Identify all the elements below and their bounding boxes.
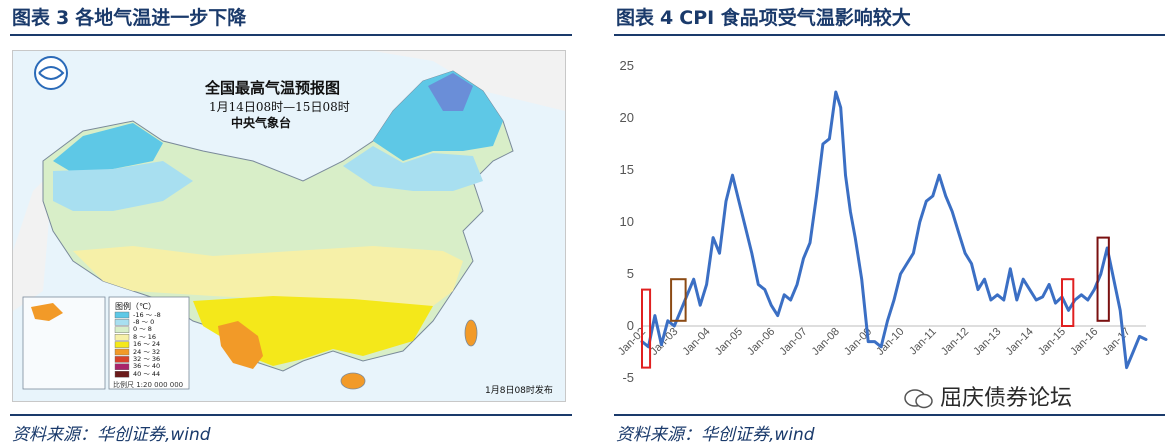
map-hainan-island [340, 372, 366, 390]
map-taiwan-island [464, 319, 478, 347]
map-neighbor-land-west [13, 171, 53, 311]
map-title: 全国最高气温预报图 [205, 79, 341, 97]
map-zone-cool-north [343, 146, 483, 191]
right-figure-label: 图表 [616, 7, 655, 29]
map-zone-cold-west [53, 123, 163, 173]
series-line [640, 90, 1148, 370]
y-tick-label: -5 [622, 370, 634, 385]
map-zone-cool-west [53, 161, 193, 211]
map-legend-label: 24 ～ 32 [133, 347, 161, 356]
left-figure-title: 图表 3 各地气温进一步下降 [12, 3, 246, 30]
map-legend-swatch [114, 319, 130, 326]
left-source-rule [10, 414, 572, 416]
map-inset-land [31, 303, 63, 321]
map-scale-label: 比例尺 1:20 000 000 [113, 381, 184, 389]
right-figure-panel: 图表 4 CPI 食品项受气温影响较大 25 20 15 10 5 0 -5 Jan-02 Jan-… [604, 0, 1171, 448]
watermark: 屈庆债券论坛 [904, 380, 1072, 412]
map-subtitle: 1月14日08时—15日08时 [209, 100, 350, 114]
map-legend-swatch [114, 326, 130, 333]
map-zone-hot-southwest [218, 321, 263, 369]
y-tick-label: 25 [620, 58, 634, 73]
map-zone-very-cold-northeast [428, 73, 473, 111]
map-legend-label: -8 ～ 0 [133, 317, 155, 326]
map-canvas [13, 51, 565, 401]
map-legend-label: 8 ～ 16 [133, 332, 157, 341]
map-legend-swatches [114, 311, 130, 378]
map-legend-swatch [114, 348, 130, 356]
left-figure-caption: 各地气温进一步下降 [75, 7, 247, 29]
right-figure-number: 4 [660, 7, 674, 29]
y-tick-label: 10 [620, 214, 634, 229]
map-legend-label: 0 ～ 8 [133, 325, 152, 334]
map-legend-swatch [114, 363, 130, 370]
right-figure-caption: CPI 食品项受气温影响较大 [679, 7, 911, 29]
map-legend-swatch [114, 371, 130, 378]
wechat-icon [904, 389, 933, 409]
left-figure-label: 图表 [12, 7, 51, 29]
map-legend-swatch [114, 311, 130, 319]
y-tick-label: 5 [627, 266, 634, 281]
cma-logo-icon [34, 56, 68, 90]
highlight-box [641, 288, 652, 369]
right-title-rule [614, 34, 1165, 36]
map-zone-cold-northeast [373, 71, 503, 161]
map-legend-label: 32 ～ 36 [133, 354, 161, 363]
watermark-text: 屈庆债券论坛 [940, 386, 1073, 411]
right-source-note: 资料来源：华创证券,wind [616, 425, 815, 445]
map-agency: 中央气象台 [231, 116, 292, 130]
left-source-note: 资料来源：华创证券,wind [12, 425, 211, 445]
right-source-rule [614, 414, 1165, 416]
map-legend-title: 图例（℃） [115, 302, 156, 311]
y-tick-label: 0 [627, 318, 634, 333]
cpi-food-line-chart: 25 20 15 10 5 0 -5 Jan-02 Jan-03 Jan-04 Jan-05 Jan-… [608, 48, 1168, 410]
map-legend-label: 40 ～ 44 [133, 369, 161, 378]
temperature-forecast-map: 全国最高气温预报图 1月14日08时—15日08时 中央气象台 图例（℃） -1… [12, 50, 566, 402]
map-legend-label: 36 ～ 40 [133, 362, 161, 371]
highlight-box [1096, 236, 1110, 322]
map-neighbor-land-north [13, 51, 565, 111]
left-figure-panel: 图表 3 各地气温进一步下降 [0, 0, 578, 448]
map-release-note: 1月8日08时发布 [485, 386, 553, 396]
highlight-box [1061, 278, 1075, 327]
map-zone-mild [73, 246, 463, 306]
right-figure-title: 图表 4 CPI 食品项受气温影响较大 [616, 3, 911, 30]
map-legend-label: 16 ～ 24 [133, 340, 161, 349]
highlight-box [670, 278, 687, 322]
left-figure-number: 3 [56, 7, 70, 29]
y-tick-label: 15 [620, 162, 634, 177]
map-legend-swatch [114, 341, 130, 348]
left-title-rule [10, 34, 572, 36]
map-legend-label: -16 ～ -8 [133, 310, 161, 319]
y-tick-label: 20 [620, 110, 634, 125]
map-legend-swatch [114, 334, 130, 341]
map-legend-swatch [114, 356, 130, 363]
